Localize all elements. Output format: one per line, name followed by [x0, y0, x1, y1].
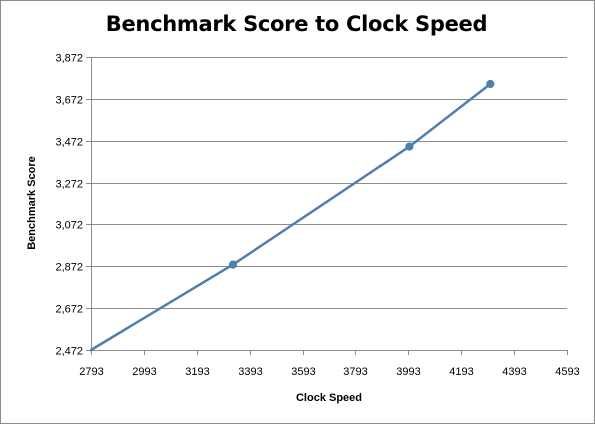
y-tick-label: 2,672: [55, 304, 83, 316]
chart-title: Benchmark Score to Clock Speed: [105, 12, 488, 36]
gridlines: [91, 57, 567, 309]
x-axis-title: Clock Speed: [296, 392, 362, 404]
y-tick-label: 3,472: [55, 137, 83, 149]
x-tick-label: 4393: [502, 366, 526, 378]
y-axis-title: Benchmark Score: [26, 156, 38, 250]
y-tick-label: 3,872: [55, 53, 83, 65]
y-tick-labels: 2,472 2,672 2,872 3,072 3,272 3,472 3,672 3,872: [55, 53, 83, 358]
data-point: [486, 79, 495, 89]
y-tick-label: 2,472: [55, 346, 83, 358]
x-tick-label: 4593: [555, 366, 579, 378]
data-point: [228, 260, 238, 269]
x-tick-label: 3393: [238, 366, 262, 378]
series-line: [89, 82, 492, 352]
series-layer: [89, 79, 495, 352]
x-tick-label: 2793: [79, 366, 103, 378]
x-tick-labels: 2793 2993 3193 3393 3593 3793 3993 4193 4393 4593: [79, 366, 579, 378]
x-tick-label: 3793: [343, 366, 367, 378]
y-tick-label: 3,672: [55, 95, 83, 107]
y-tick-label: 3,272: [55, 179, 83, 191]
y-tick-label: 2,872: [55, 262, 83, 274]
x-tick-label: 4193: [449, 366, 473, 378]
x-tick-label: 3193: [185, 366, 209, 378]
y-tick-label: 3,072: [55, 220, 83, 232]
x-tick-label: 3593: [291, 366, 315, 378]
x-tick-label: 2993: [132, 366, 156, 378]
data-point: [405, 142, 414, 151]
x-tick-label: 3993: [396, 366, 420, 378]
